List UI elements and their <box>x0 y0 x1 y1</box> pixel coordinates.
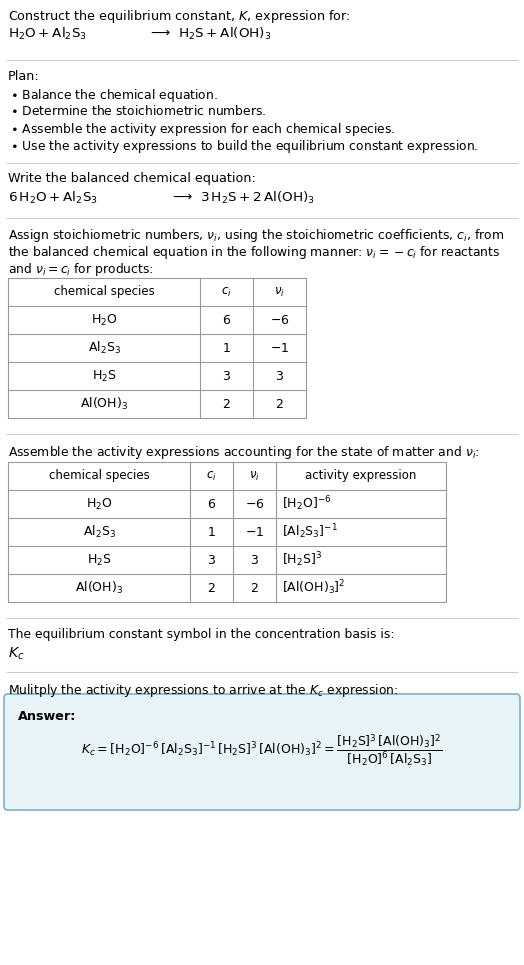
Text: $\bullet$ Assemble the activity expression for each chemical species.: $\bullet$ Assemble the activity expressi… <box>10 121 396 138</box>
Text: $[\mathrm{H_2O}]^{-6}$: $[\mathrm{H_2O}]^{-6}$ <box>282 495 332 513</box>
Text: $K_c$: $K_c$ <box>8 646 25 662</box>
Text: 6: 6 <box>208 498 215 510</box>
Text: Write the balanced chemical equation:: Write the balanced chemical equation: <box>8 172 256 185</box>
Text: $\bullet$ Use the activity expressions to build the equilibrium constant express: $\bullet$ Use the activity expressions t… <box>10 138 478 155</box>
Text: $\bullet$ Determine the stoichiometric numbers.: $\bullet$ Determine the stoichiometric n… <box>10 104 267 118</box>
Bar <box>8 278 306 418</box>
Text: $-6$: $-6$ <box>245 498 264 510</box>
Text: activity expression: activity expression <box>305 470 417 482</box>
Text: $[\mathrm{Al(OH)_3}]^{2}$: $[\mathrm{Al(OH)_3}]^{2}$ <box>282 579 345 597</box>
Text: $\mathrm{Al_2S_3}$: $\mathrm{Al_2S_3}$ <box>88 340 121 356</box>
Text: $K_c = [\mathrm{H_2O}]^{-6}\,[\mathrm{Al_2S_3}]^{-1}\,[\mathrm{H_2S}]^{3}\,[\mat: $K_c = [\mathrm{H_2O}]^{-6}\,[\mathrm{Al… <box>81 732 443 768</box>
Text: $\mathrm{H_2O + Al_2S_3}$: $\mathrm{H_2O + Al_2S_3}$ <box>8 26 87 42</box>
Text: $\mathrm{H_2O}$: $\mathrm{H_2O}$ <box>86 496 112 511</box>
Text: $\mathrm{Al(OH)_3}$: $\mathrm{Al(OH)_3}$ <box>75 580 123 596</box>
Text: 3: 3 <box>223 370 231 382</box>
Text: the balanced chemical equation in the following manner: $\nu_i = -c_i$ for react: the balanced chemical equation in the fo… <box>8 244 500 261</box>
Text: $\mathrm{3\,H_2S + 2\,Al(OH)_3}$: $\mathrm{3\,H_2S + 2\,Al(OH)_3}$ <box>200 190 315 207</box>
Text: 1: 1 <box>208 526 215 538</box>
Text: and $\nu_i = c_i$ for products:: and $\nu_i = c_i$ for products: <box>8 261 154 278</box>
Text: $-1$: $-1$ <box>270 342 289 354</box>
Text: chemical species: chemical species <box>49 470 149 482</box>
Text: 2: 2 <box>208 582 215 594</box>
Text: Plan:: Plan: <box>8 70 40 83</box>
Text: $\mathrm{Al_2S_3}$: $\mathrm{Al_2S_3}$ <box>82 524 115 540</box>
Text: $\mathrm{H_2S + Al(OH)_3}$: $\mathrm{H_2S + Al(OH)_3}$ <box>178 26 271 42</box>
Text: $\mathrm{H_2S}$: $\mathrm{H_2S}$ <box>86 552 111 567</box>
FancyBboxPatch shape <box>4 694 520 810</box>
Text: 2: 2 <box>276 398 283 410</box>
Text: $\mathrm{Al(OH)_3}$: $\mathrm{Al(OH)_3}$ <box>80 396 128 412</box>
Text: 2: 2 <box>223 398 231 410</box>
Text: $\mathrm{H_2O}$: $\mathrm{H_2O}$ <box>91 313 117 327</box>
Text: $\mathrm{H_2S}$: $\mathrm{H_2S}$ <box>92 369 116 383</box>
Text: 1: 1 <box>223 342 231 354</box>
Text: 3: 3 <box>208 554 215 566</box>
Text: 3: 3 <box>250 554 258 566</box>
Text: $\mathrm{6\,H_2O + Al_2S_3}$: $\mathrm{6\,H_2O + Al_2S_3}$ <box>8 190 98 207</box>
Text: $\bullet$ Balance the chemical equation.: $\bullet$ Balance the chemical equation. <box>10 87 218 104</box>
Text: Mulitply the activity expressions to arrive at the $K_c$ expression:: Mulitply the activity expressions to arr… <box>8 682 398 699</box>
Text: $c_i$: $c_i$ <box>206 469 217 482</box>
Text: $\nu_i$: $\nu_i$ <box>274 286 285 298</box>
Text: The equilibrium constant symbol in the concentration basis is:: The equilibrium constant symbol in the c… <box>8 628 395 641</box>
Text: $-1$: $-1$ <box>245 526 264 538</box>
Text: $-6$: $-6$ <box>270 314 289 326</box>
Text: Assemble the activity expressions accounting for the state of matter and $\nu_i$: Assemble the activity expressions accoun… <box>8 444 479 461</box>
Text: $[\mathrm{H_2S}]^{3}$: $[\mathrm{H_2S}]^{3}$ <box>282 551 322 569</box>
Text: Construct the equilibrium constant, $K$, expression for:: Construct the equilibrium constant, $K$,… <box>8 8 351 25</box>
Text: $\nu_i$: $\nu_i$ <box>249 469 260 482</box>
Text: 3: 3 <box>276 370 283 382</box>
Text: $\longrightarrow$: $\longrightarrow$ <box>148 26 171 39</box>
Text: $[\mathrm{Al_2S_3}]^{-1}$: $[\mathrm{Al_2S_3}]^{-1}$ <box>282 523 338 541</box>
Text: $c_i$: $c_i$ <box>221 286 232 298</box>
Text: 6: 6 <box>223 314 231 326</box>
Text: 2: 2 <box>250 582 258 594</box>
Text: $\longrightarrow$: $\longrightarrow$ <box>170 190 193 203</box>
Text: Assign stoichiometric numbers, $\nu_i$, using the stoichiometric coefficients, $: Assign stoichiometric numbers, $\nu_i$, … <box>8 227 504 244</box>
Text: chemical species: chemical species <box>53 286 155 298</box>
Text: Answer:: Answer: <box>18 710 77 723</box>
Bar <box>8 462 446 602</box>
